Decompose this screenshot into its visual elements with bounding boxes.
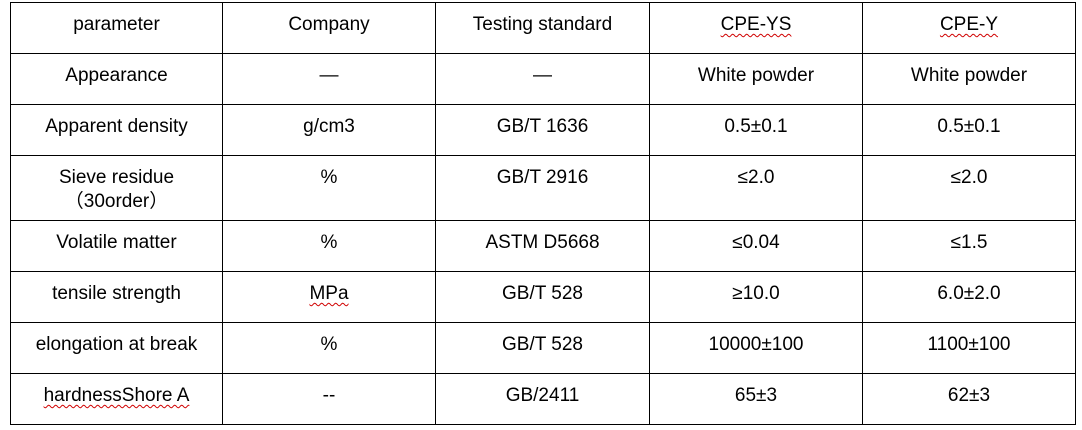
table-cell: GB/T 1636 (435, 104, 650, 156)
table-cell: ≤2.0 (649, 155, 863, 221)
table-cell: 65±3 (649, 373, 863, 425)
table-cell: % (222, 322, 436, 374)
table-cell: 0.5±0.1 (649, 104, 863, 156)
table-cell: ≤1.5 (862, 220, 1076, 272)
table-cell: 62±3 (862, 373, 1076, 425)
table-cell: White powder (862, 53, 1076, 105)
table-cell: ≥10.0 (649, 271, 863, 323)
table-cell: g/cm3 (222, 104, 436, 156)
data-row: Appearance — — White powder White powder (10, 53, 1076, 105)
table-cell: hardnessShore A (10, 373, 223, 425)
table-cell: MPa (222, 271, 436, 323)
table-cell: GB/2411 (435, 373, 650, 425)
header-cell: parameter (10, 2, 223, 54)
table-cell: % (222, 155, 436, 221)
table-cell: 0.5±0.1 (862, 104, 1076, 156)
data-row: tensile strength MPa GB/T 528 ≥10.0 6.0±2.0 (10, 271, 1076, 323)
table-cell: ≤2.0 (862, 155, 1076, 221)
table-cell: — (435, 53, 650, 105)
table-body: parameter Company Testing standard CPE-YS CP… (10, 2, 1076, 425)
table-cell: tensile strength (10, 271, 223, 323)
table-cell: GB/T 528 (435, 322, 650, 374)
table-cell: Appearance (10, 53, 223, 105)
data-row: hardnessShore A -- GB/2411 65±3 62±3 (10, 373, 1076, 425)
header-cell: CPE-YS (649, 2, 863, 54)
table-cell: White powder (649, 53, 863, 105)
table-cell: % (222, 220, 436, 272)
spec-table: parameter Company Testing standard CPE-YS CP… (10, 2, 1076, 425)
table-cell: Sieve residue （30order） (10, 155, 223, 221)
table-cell: ASTM D5668 (435, 220, 650, 272)
table-cell: -- (222, 373, 436, 425)
data-row: Volatile matter% ASTM D5668 ≤0.04 ≤1.5 (10, 220, 1076, 272)
table-cell: Apparent density (10, 104, 223, 156)
table-cell: 10000±100 (649, 322, 863, 374)
table-cell: GB/T 2916 (435, 155, 650, 221)
data-row: Apparent density g/cm3 GB/T 1636 0.5±0.1 0.5… (10, 104, 1076, 156)
data-row: Sieve residue （30order）% GB/T 2916 ≤2.0 ≤2.… (10, 155, 1076, 221)
table-cell: 6.0±2.0 (862, 271, 1076, 323)
table-cell: ≤0.04 (649, 220, 863, 272)
data-row: elongation at break% GB/T 528 10000±100 110… (10, 322, 1076, 374)
header-cell: Testing standard (435, 2, 650, 54)
table-cell: elongation at break (10, 322, 223, 374)
header-cell: CPE-Y (862, 2, 1076, 54)
table-cell: — (222, 53, 436, 105)
table-wrapper: parameter Company Testing standard CPE-YS CP… (10, 2, 1076, 425)
header-row: parameter Company Testing standard CPE-YS CP… (10, 2, 1076, 54)
table-cell: GB/T 528 (435, 271, 650, 323)
header-cell: Company (222, 2, 436, 54)
table-cell: 1100±100 (862, 322, 1076, 374)
table-cell: Volatile matter (10, 220, 223, 272)
